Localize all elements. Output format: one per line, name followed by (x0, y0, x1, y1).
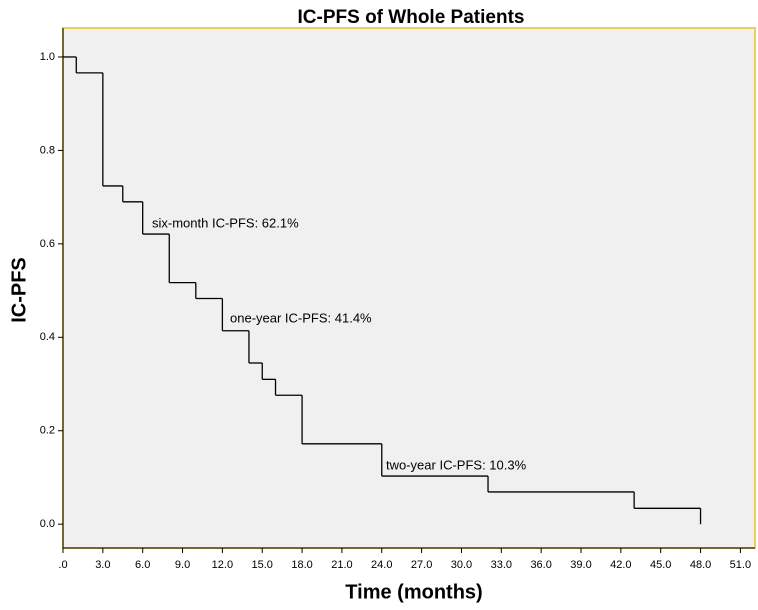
plot-area (62, 27, 756, 549)
x-tick-label: 27.0 (411, 559, 432, 571)
x-tick-label: 3.0 (95, 559, 110, 571)
y-tick-label: 0.2 (40, 425, 55, 437)
x-tick-label: 9.0 (175, 559, 190, 571)
x-tick-label: 51.0 (730, 559, 751, 571)
x-tick-label: 30.0 (451, 559, 472, 571)
annotation: one-year IC-PFS: 41.4% (230, 310, 372, 325)
y-tick-label: 1.0 (40, 51, 55, 63)
x-tick-label: 33.0 (491, 559, 512, 571)
x-tick-label: 45.0 (650, 559, 671, 571)
x-tick-label: 48.0 (690, 559, 711, 571)
x-tick-label: 12.0 (212, 559, 233, 571)
x-axis-title: Time (months) (345, 581, 482, 603)
x-tick-label: 6.0 (135, 559, 150, 571)
y-tick-label: 0.0 (40, 518, 55, 530)
y-tick-label: 0.8 (40, 144, 55, 156)
chart-title: IC-PFS of Whole Patients (298, 7, 525, 28)
x-tick-label: 24.0 (371, 559, 392, 571)
x-tick-label: 21.0 (331, 559, 352, 571)
x-tick-label: 36.0 (530, 559, 551, 571)
y-tick-label: 0.4 (40, 331, 55, 343)
x-tick-label: 42.0 (610, 559, 631, 571)
x-tick-label: 15.0 (252, 559, 273, 571)
y-tick-label: 0.6 (40, 238, 55, 250)
annotation: six-month IC-PFS: 62.1% (152, 215, 299, 230)
x-tick-label: 18.0 (291, 559, 312, 571)
y-axis-title: IC-PFS (8, 257, 30, 323)
x-tick-label: 39.0 (570, 559, 591, 571)
annotation: two-year IC-PFS: 10.3% (386, 457, 527, 472)
x-tick-label: .0 (58, 559, 67, 571)
